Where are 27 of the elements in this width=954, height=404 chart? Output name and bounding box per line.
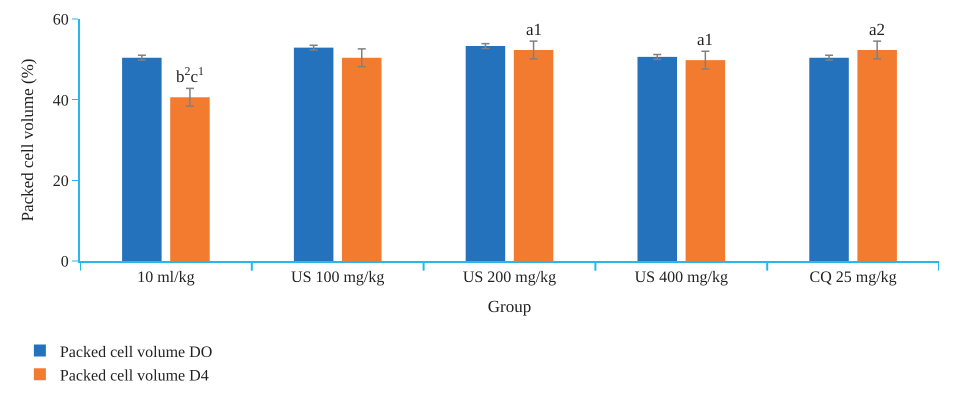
bar (514, 50, 554, 261)
x-tick-label: US 200 mg/kg (462, 269, 556, 286)
x-tick-label: CQ 25 mg/kg (810, 269, 897, 286)
annotation: a2 (869, 20, 886, 39)
x-tick-label: US 100 mg/kg (291, 269, 384, 286)
annotation: a1 (697, 30, 714, 49)
legend-label: Packed cell volume D4 (60, 368, 209, 385)
annotation: a1 (526, 20, 542, 39)
bar (122, 58, 162, 261)
y-tick-label: 20 (52, 172, 69, 190)
x-axis-title: Group (488, 297, 532, 316)
y-tick-label: 60 (52, 12, 69, 29)
bar (342, 58, 382, 261)
bar (170, 97, 210, 261)
bar (686, 60, 726, 261)
x-tick-label: US 400 mg/kg (634, 269, 728, 286)
bar (809, 58, 849, 261)
x-tick-label: 10 ml/kg (137, 269, 195, 286)
bar (294, 48, 334, 261)
y-tick-label: 40 (52, 92, 69, 110)
bar (637, 56, 678, 261)
annotation: b$^{2}$c$^{1}$ (176, 64, 204, 86)
bar (466, 46, 506, 261)
y-axis-title: Packed cell volume (%) (18, 58, 37, 222)
legend-label: Packed cell volume DO (60, 344, 212, 361)
bar (857, 50, 897, 261)
y-tick-label: 0 (60, 254, 69, 271)
